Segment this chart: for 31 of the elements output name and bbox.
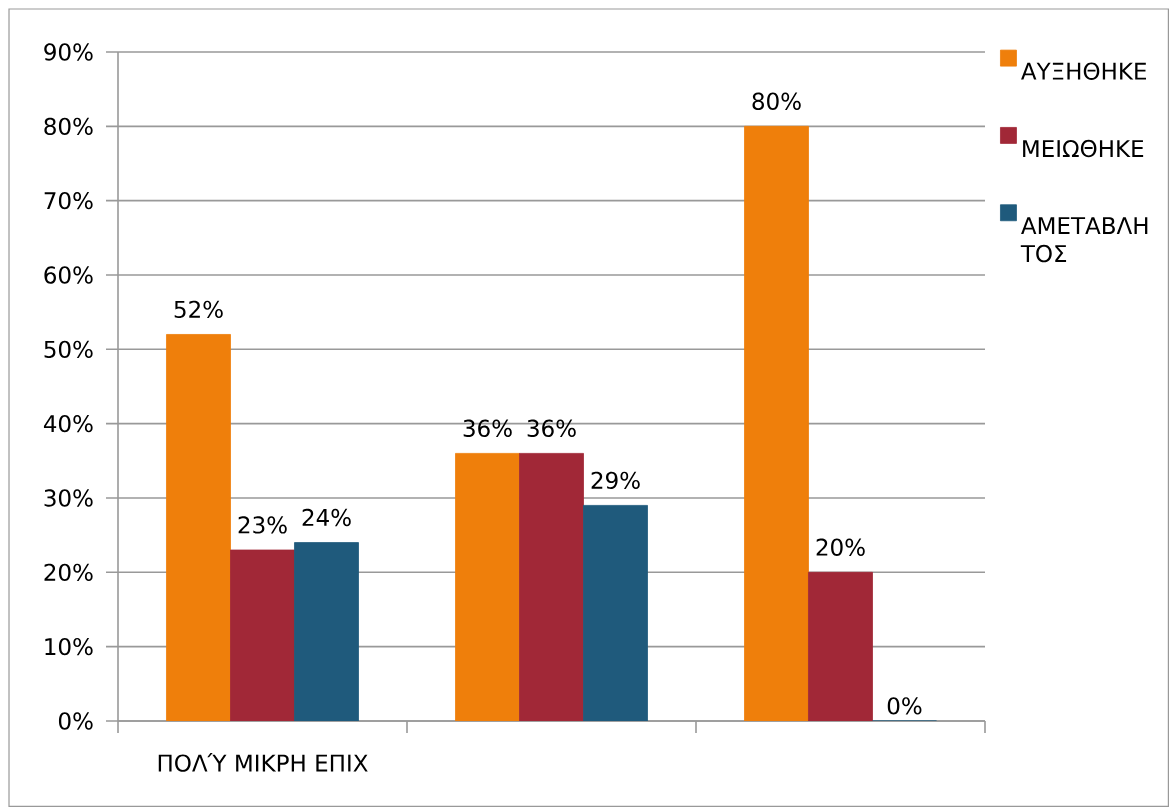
data-label: 36% bbox=[527, 419, 576, 437]
y-tick-label: 70% bbox=[44, 191, 93, 210]
data-label: 29% bbox=[591, 471, 640, 490]
bar bbox=[455, 452, 520, 721]
y-tick-label: 40% bbox=[43, 414, 93, 433]
y-tick-label: 60% bbox=[44, 266, 93, 284]
data-label: 36% bbox=[463, 419, 512, 437]
data-label: 20% bbox=[816, 538, 865, 556]
data-label: 23% bbox=[238, 516, 287, 534]
y-tick-label: 0% bbox=[58, 712, 93, 730]
legend-label: ΜΕΙΩΘΗΚΕ bbox=[1023, 139, 1144, 158]
y-tick-label: 20% bbox=[44, 563, 93, 582]
data-label: 24% bbox=[302, 508, 351, 527]
data-label: 52% bbox=[174, 300, 223, 319]
legend-label: ΑΜΕΤΑΒΛΗ ΤΟΣ bbox=[1020, 217, 1148, 263]
bar bbox=[294, 542, 359, 721]
data-label: 0% bbox=[887, 697, 922, 715]
x-tick-label: ΠΟΛΎ ΜΙΚΡΗ ΕΠΙΧ bbox=[158, 753, 368, 772]
bar bbox=[808, 571, 873, 721]
y-tick-label: 80% bbox=[44, 117, 93, 136]
bar bbox=[519, 452, 584, 721]
y-tick-label: 50% bbox=[44, 340, 93, 359]
data-label: 80% bbox=[752, 92, 801, 110]
legend-label: ΑΥΞΗΘΗΚΕ bbox=[1021, 62, 1147, 80]
bar bbox=[166, 334, 231, 721]
y-tick-label: 30% bbox=[44, 489, 93, 507]
y-tick-label: 10% bbox=[45, 637, 93, 656]
y-tick-label: 90% bbox=[44, 43, 93, 61]
bar bbox=[230, 549, 295, 721]
bar bbox=[583, 505, 648, 721]
bar bbox=[744, 125, 809, 721]
